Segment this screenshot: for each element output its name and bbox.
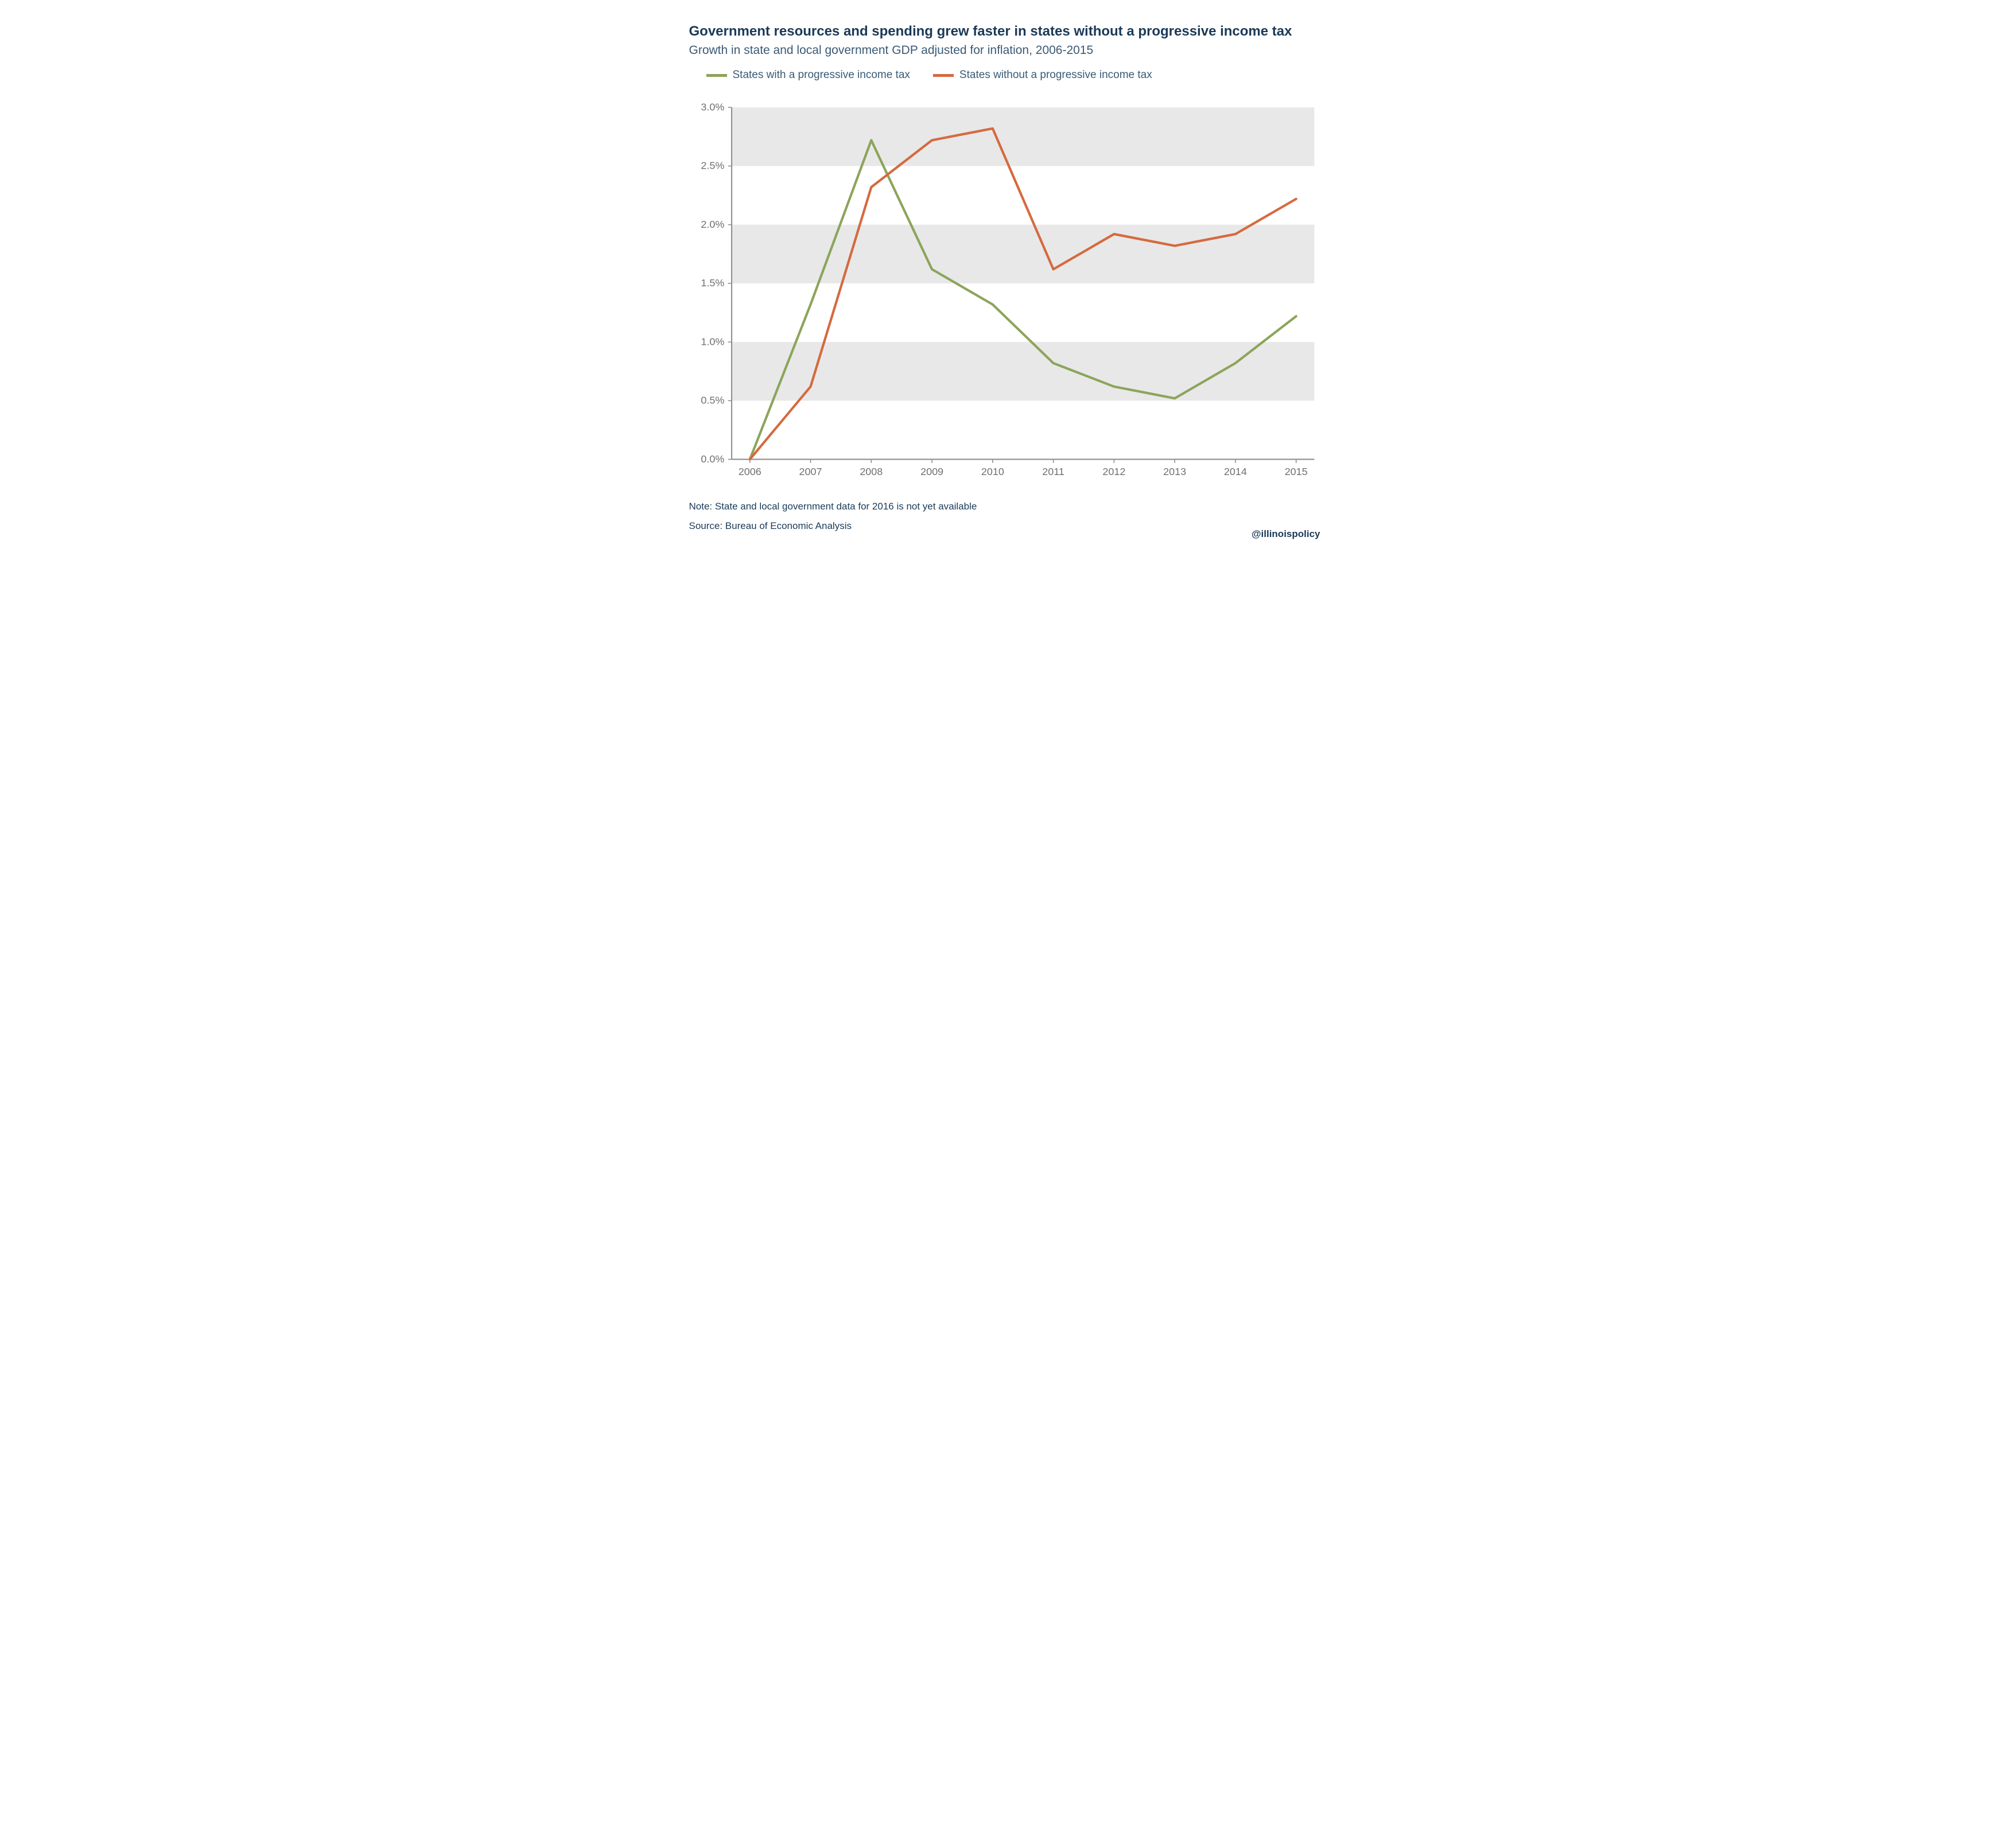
- chart-subtitle: Growth in state and local government GDP…: [689, 44, 1320, 57]
- y-tick-label: 2.5%: [701, 160, 724, 172]
- line-chart-svg: 0.0% 0.5% 1.0% 1.5% 2.0% 2.5% 3.0% 2006 2007 2008…: [689, 95, 1320, 484]
- legend-swatch: [933, 74, 954, 77]
- chart-footer: Note: State and local government data fo…: [689, 501, 1320, 540]
- chart-handle: @illinoispolicy: [1252, 528, 1320, 540]
- legend-item: States without a progressive income tax: [933, 69, 1152, 81]
- chart-title: Government resources and spending grew f…: [689, 23, 1320, 40]
- legend-item: States with a progressive income tax: [706, 69, 910, 81]
- chart-note: Note: State and local government data fo…: [689, 501, 1320, 512]
- x-tick-label: 2010: [981, 466, 1004, 477]
- grid-band: [732, 107, 1314, 166]
- x-tick-label: 2007: [799, 466, 822, 477]
- chart-container: Government resources and spending grew f…: [689, 23, 1320, 540]
- x-tick-label: 2015: [1284, 466, 1307, 477]
- y-tick-label: 1.5%: [701, 277, 724, 289]
- series-line: [749, 129, 1296, 460]
- x-tick-label: 2008: [860, 466, 883, 477]
- x-tick-label: 2009: [920, 466, 943, 477]
- x-tick-label: 2012: [1102, 466, 1125, 477]
- y-tick-label: 0.5%: [701, 395, 724, 406]
- y-tick-label: 2.0%: [701, 219, 724, 230]
- x-tick-label: 2011: [1042, 466, 1064, 477]
- legend: States with a progressive income tax Sta…: [689, 69, 1320, 81]
- series-line: [749, 140, 1296, 459]
- x-tick-label: 2014: [1223, 466, 1246, 477]
- legend-swatch: [706, 74, 727, 77]
- grid-band: [732, 342, 1314, 400]
- y-tick-label: 1.0%: [701, 336, 724, 347]
- x-tick-label: 2013: [1163, 466, 1186, 477]
- x-tick-label: 2006: [738, 466, 761, 477]
- legend-label: States with a progressive income tax: [733, 69, 910, 81]
- chart-plot: 0.0% 0.5% 1.0% 1.5% 2.0% 2.5% 3.0% 2006 2007 2008…: [689, 95, 1320, 484]
- grid-band: [732, 225, 1314, 283]
- y-tick-label: 3.0%: [701, 101, 724, 112]
- y-tick-label: 0.0%: [701, 453, 724, 465]
- legend-label: States without a progressive income tax: [959, 69, 1152, 81]
- chart-source: Source: Bureau of Economic Analysis: [689, 520, 852, 532]
